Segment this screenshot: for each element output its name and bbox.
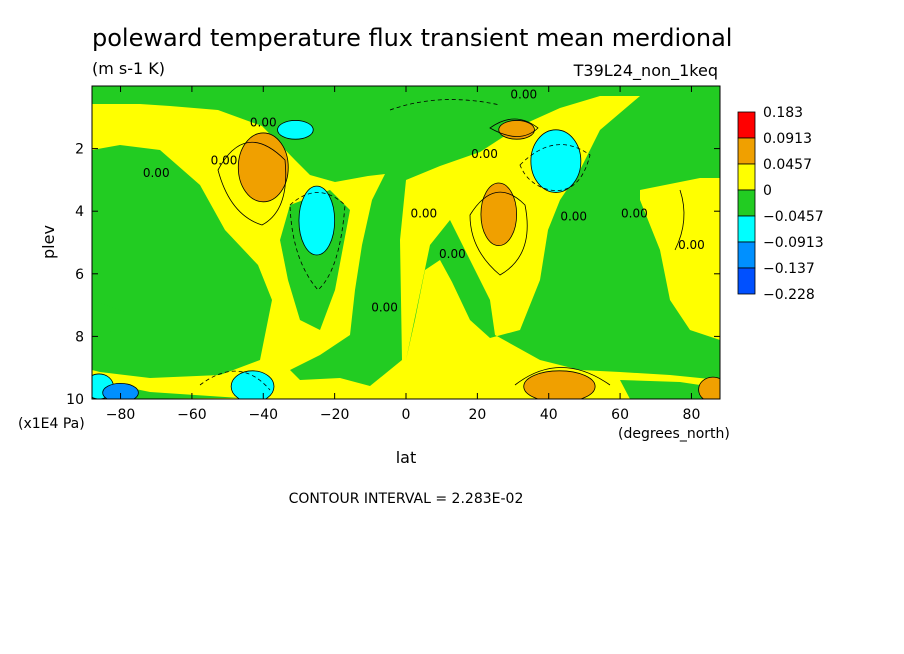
x-units-label: (degrees_north) [618,426,730,442]
dashed-contour-line [519,144,591,191]
x-tick-label: −20 [320,407,350,423]
field-negative-region [406,96,720,380]
x-tick-label: 40 [540,407,558,423]
contour-band [480,182,518,247]
dashed-contour-line [199,370,271,391]
contour-band [237,132,289,203]
contour-band [230,370,275,399]
colorbar-swatch [737,215,756,243]
colorbar-label: −0.228 [763,287,815,303]
contour-band [523,370,596,399]
field-negative-region [640,250,655,290]
colorbar-swatch [737,189,756,217]
x-tick-label: 20 [468,407,486,423]
dashed-contour-line [389,99,501,111]
colorbar-swatch [737,137,756,165]
contour-label: 0.00 [471,147,498,161]
field-negative-region [92,145,272,378]
contour-labels: 0.00 0.00 0.00 0.00 0.00 0.00 0.00 0.00 0.00 0.00… [143,88,705,315]
contour-label: 0.00 [439,247,466,261]
y-tick-label: 2 [75,142,84,158]
colorbar-label: −0.0913 [763,235,824,251]
colorbar-label: 0.183 [763,105,803,121]
contour-line [217,142,287,226]
contour-label: 0.00 [410,206,437,220]
contour-label: 0.00 [510,88,537,102]
contour-label: 0.00 [371,300,398,314]
run-label: T39L24_non_1keq [573,61,718,81]
y-tick-label: 8 [75,329,84,345]
contour-label: 0.00 [621,206,648,220]
contour-band [102,382,139,399]
contour-line [469,191,528,276]
negative-contour-lines [199,99,591,391]
colorbar: 0.183 0.0913 0.0457 0 −0.0457 −0.0913 −0.137 −0… [737,105,824,303]
colorbar-label: 0.0913 [763,131,812,147]
colorbar-swatch [737,267,756,295]
contour-band [530,129,582,193]
contour-line [674,189,685,251]
dashed-contour-line [289,192,346,291]
colorbar-swatch [737,163,756,191]
contour-label: 0.00 [560,210,587,224]
units-label: (m s-1 K) [92,59,165,78]
field-negative-region [620,380,720,399]
contour-line [489,118,539,137]
colorbar-label: 0 [763,183,772,199]
contour-band [498,120,535,140]
contour-label: 0.00 [678,238,705,252]
contour-label: 0.00 [211,153,238,167]
contour-band [698,376,720,399]
x-axis: −80 −60 −40 −20 0 20 40 60 80 [106,86,701,423]
chart-title: poleward temperature flux transient mean… [92,24,732,52]
contour-label: 0.00 [250,116,277,130]
contour-lines [217,118,685,386]
plot-area: 0.00 0.00 0.00 0.00 0.00 0.00 0.00 0.00 0.00 0.00… [92,86,720,399]
x-tick-label: 80 [683,407,701,423]
y-tick-label: 10 [66,392,84,408]
colorbar-label: −0.137 [763,261,815,277]
x-tick-label: 0 [402,407,411,423]
colorbar-swatch [737,241,756,269]
y-tick-label: 4 [75,204,84,220]
contour-bands [92,120,720,399]
contour-band [298,185,336,256]
x-tick-label: −60 [177,407,207,423]
y-axis: 2 4 6 8 10 [66,142,720,408]
y-axis-label: plev [39,225,58,259]
colorbar-label: −0.0457 [763,209,824,225]
colorbar-swatch [737,111,756,139]
y-tick-label: 6 [75,267,84,283]
contour-band [277,120,314,140]
x-axis-label: lat [396,448,417,467]
contour-line [514,367,611,386]
x-tick-label: −40 [248,407,278,423]
x-tick-label: 60 [611,407,629,423]
x-tick-label: −80 [106,407,136,423]
field-negative-region [92,300,125,335]
colorbar-label: 0.0457 [763,157,812,173]
field-negative-region [92,86,720,386]
y-units-label: (x1E4 Pa) [18,416,85,432]
contour-interval-note: CONTOUR INTERVAL = 2.283E-02 [289,491,524,507]
contour-label: 0.00 [143,166,170,180]
